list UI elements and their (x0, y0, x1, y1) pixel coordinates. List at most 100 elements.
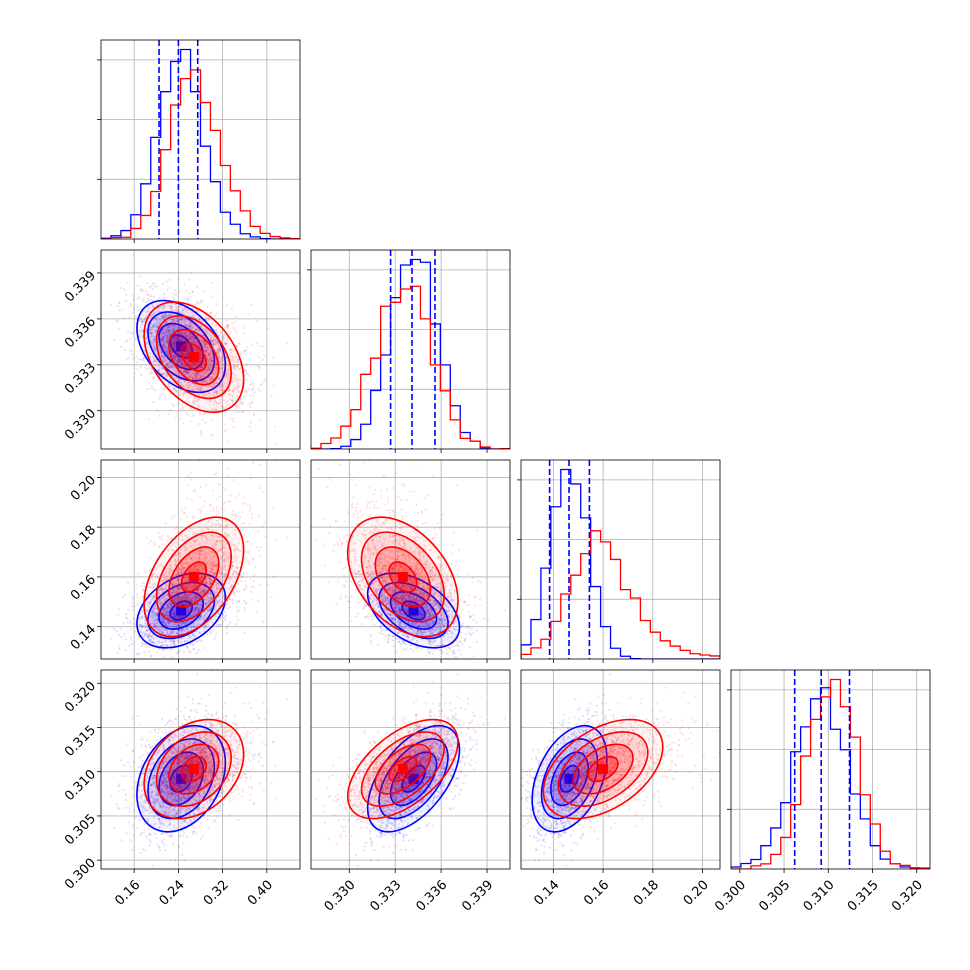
scatter-point (190, 321, 193, 324)
scatter-point (203, 343, 207, 346)
scatter-point (155, 627, 158, 630)
scatter-point (189, 335, 192, 338)
scatter-point (202, 290, 205, 293)
scatter-point (207, 392, 210, 395)
scatter-point (205, 582, 208, 586)
scatter-point (189, 336, 193, 339)
scatter-point (233, 389, 237, 392)
scatter-point (165, 340, 168, 343)
scatter-point (166, 632, 169, 635)
scatter-point (170, 581, 174, 585)
scatter-point (182, 365, 186, 368)
scatter-point (211, 356, 214, 359)
scatter-point (185, 331, 188, 334)
scatter-point (203, 371, 206, 375)
scatter-point (195, 640, 198, 643)
scatter-point (197, 589, 200, 592)
scatter-point (190, 626, 194, 629)
scatter-point (162, 359, 165, 362)
scatter-point (222, 337, 225, 340)
scatter-point (226, 324, 229, 327)
scatter-point (168, 602, 171, 605)
scatter-point (205, 349, 208, 352)
scatter-point (178, 358, 181, 361)
scatter-point (187, 324, 190, 327)
scatter-point (146, 282, 149, 285)
scatter-point (160, 338, 163, 341)
scatter-point (180, 508, 183, 511)
scatter-point (216, 312, 219, 315)
scatter-point (215, 404, 218, 408)
scatter-point (174, 337, 177, 340)
scatter-point (152, 339, 156, 342)
scatter-point (203, 394, 206, 397)
scatter-point (166, 338, 170, 341)
scatter-point (209, 357, 213, 360)
scatter-point (126, 621, 129, 624)
scatter-point (208, 361, 211, 364)
scatter-point (199, 578, 202, 582)
scatter-point (161, 632, 164, 635)
scatter-point (169, 409, 172, 412)
scatter-point (192, 612, 195, 615)
scatter-point (201, 320, 204, 323)
scatter-point (195, 400, 199, 403)
scatter-point (188, 593, 191, 596)
scatter-point (162, 335, 165, 339)
scatter-point (206, 592, 210, 595)
scatter-point (153, 625, 156, 628)
scatter-point (198, 353, 201, 357)
scatter-point (131, 253, 135, 257)
scatter-point (177, 633, 180, 636)
scatter-point (232, 376, 235, 379)
scatter-point (166, 337, 169, 340)
scatter-point (153, 344, 156, 347)
scatter-point (237, 342, 241, 345)
scatter-point (211, 393, 214, 396)
scatter-point (191, 336, 194, 339)
scatter-point (202, 617, 206, 620)
scatter-point (237, 368, 241, 371)
scatter-point (232, 349, 235, 352)
scatter-point (181, 361, 184, 365)
scatter-point (206, 357, 209, 360)
scatter-point (209, 377, 212, 380)
scatter-point (243, 608, 246, 612)
scatter-point (199, 603, 202, 606)
scatter-point (195, 340, 198, 343)
scatter-point (217, 334, 220, 338)
scatter-point (212, 341, 215, 344)
scatter-point (189, 373, 193, 376)
scatter-point (144, 642, 147, 646)
scatter-point (126, 617, 129, 620)
scatter-point (152, 324, 155, 327)
scatter-point (154, 337, 157, 341)
scatter-point (169, 333, 172, 336)
scatter-point (195, 347, 198, 350)
scatter-point (170, 352, 173, 355)
scatter-point (166, 628, 169, 632)
scatter-point (158, 366, 161, 369)
scatter-point (155, 614, 159, 617)
scatter-point (233, 328, 236, 331)
scatter-point (225, 374, 228, 377)
scatter-point (248, 425, 251, 428)
scatter-point (173, 616, 176, 619)
scatter-point (153, 329, 157, 332)
scatter-point (128, 644, 131, 647)
scatter-point (170, 307, 173, 310)
scatter-point (186, 627, 189, 630)
scatter-point (173, 318, 176, 321)
scatter-point (184, 592, 187, 595)
scatter-point (150, 334, 154, 338)
scatter-point (166, 353, 169, 356)
scatter-point (168, 328, 171, 331)
scatter-point (150, 655, 153, 658)
scatter-point (136, 284, 139, 287)
scatter-point (131, 357, 135, 360)
scatter-point (144, 317, 147, 321)
scatter-point (164, 345, 167, 348)
scatter-point (232, 367, 235, 370)
panel-body (109, 253, 289, 446)
scatter-point (204, 350, 207, 353)
